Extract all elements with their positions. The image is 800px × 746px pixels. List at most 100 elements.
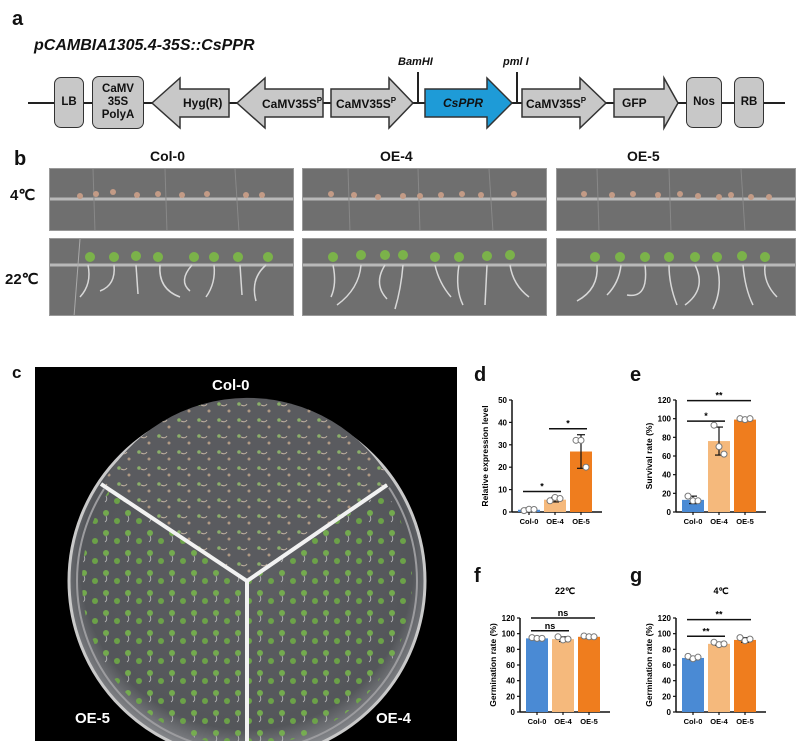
segment-nos: Nos	[686, 77, 722, 128]
promoter-arrow-right	[330, 76, 415, 130]
col-header-col0: Col-0	[150, 148, 185, 164]
data-point	[736, 634, 744, 642]
panel-letter-c: c	[12, 363, 22, 382]
row-label-22c: 22℃	[5, 271, 39, 288]
panel-letter-a: a	[12, 8, 24, 30]
significance-label: **	[715, 391, 723, 401]
y-axis-label: Survival rate (%)	[644, 423, 654, 490]
x-tick-label: Col-0	[520, 517, 539, 526]
data-point	[577, 436, 585, 444]
y-tick-label: 100	[658, 415, 672, 424]
x-tick-label: Col-0	[684, 517, 703, 526]
y-tick-label: 50	[498, 396, 507, 405]
panel-letter-e: e	[630, 364, 642, 386]
significance-label: *	[540, 481, 544, 491]
y-tick-label: 120	[658, 396, 672, 405]
data-point	[746, 635, 754, 643]
gfp-label: GFP	[622, 96, 647, 110]
x-tick-label: OE-4	[710, 517, 728, 526]
y-axis-label: Germination rate (%)	[644, 623, 654, 707]
panel-letter-d: d	[474, 364, 487, 386]
csppr-arrow	[424, 76, 514, 130]
promoter-right-label: CaMV35SP	[336, 96, 397, 111]
y-tick-label: 100	[658, 630, 672, 639]
data-point	[530, 506, 538, 514]
data-point	[684, 492, 692, 500]
bar-col-0	[526, 638, 548, 712]
y-tick-label: 120	[658, 614, 672, 623]
y-tick-label: 60	[662, 661, 671, 670]
photo-col0-22c	[49, 238, 294, 316]
x-tick-label: OE-4	[554, 717, 572, 726]
y-tick-label: 0	[667, 708, 672, 717]
y-tick-label: 80	[662, 645, 671, 654]
y-tick-label: 100	[502, 630, 516, 639]
significance-label: **	[715, 610, 723, 620]
bamhi-label: BamHI	[398, 56, 433, 68]
x-tick-label: OE-5	[736, 517, 754, 526]
significance-label: ns	[558, 608, 569, 618]
y-tick-label: 80	[506, 645, 515, 654]
promoter-arrow-right-2	[521, 76, 608, 130]
y-axis-label: Germination rate (%)	[488, 623, 498, 707]
significance-label: **	[702, 626, 710, 636]
col-header-oe4: OE-4	[380, 148, 413, 164]
panel-letter-b: b	[14, 148, 27, 170]
photo-oe5-4c	[556, 168, 796, 231]
petri-dish-photo	[35, 367, 457, 746]
significance-label: *	[704, 411, 708, 421]
chart-germination-4c: 4℃ 0 20 40 60 80 100 120 Germination rate (%) Col…	[644, 586, 766, 726]
y-tick-label: 80	[662, 433, 671, 442]
row-label-4c: 4℃	[10, 187, 36, 204]
chart-survival-rate: 0 20 40 60 80 100 120 Survival rate (%) Col-0 OE-…	[644, 391, 766, 526]
data-point	[590, 633, 598, 641]
x-tick-label: OE-4	[710, 717, 728, 726]
hyg-arrow	[150, 76, 230, 130]
y-tick-label: 0	[667, 508, 672, 517]
dish-label-col0: Col-0	[212, 377, 250, 394]
significance-label: ns	[545, 621, 556, 631]
data-point	[710, 421, 718, 429]
segment-lb: LB	[54, 77, 84, 128]
chart-relative-expression: 0 10 20 30 40 50 Relative expression level Col-…	[480, 396, 602, 526]
panel-letter-f: f	[474, 565, 481, 587]
chart-title: 22℃	[555, 586, 575, 596]
segment-polya-label: CaMV 35S PolyA	[101, 83, 135, 121]
data-point	[546, 497, 554, 505]
data-point	[720, 450, 728, 458]
photo-col0-4c	[49, 168, 294, 231]
panel-letter-g: g	[630, 565, 643, 587]
y-tick-label: 40	[662, 471, 671, 480]
bar-oe-5	[734, 639, 756, 712]
data-point	[538, 634, 546, 642]
x-tick-label: OE-5	[580, 717, 598, 726]
promoter-right-2-label: CaMV35SP	[526, 96, 587, 111]
data-point	[720, 640, 728, 648]
chart-germination-22c: 22℃ 0 20 40 60 80 100 120 Germination rate (%) Co…	[488, 586, 610, 726]
dish-label-oe5: OE-5	[75, 710, 111, 727]
bar-oe-5	[734, 419, 756, 512]
plasmid-map	[28, 72, 785, 131]
promoter-arrow-left	[235, 76, 324, 130]
y-tick-label: 0	[503, 508, 508, 517]
y-tick-label: 30	[498, 441, 507, 450]
data-point	[694, 653, 702, 661]
y-tick-label: 40	[506, 677, 515, 686]
data-point	[694, 497, 702, 505]
y-tick-label: 120	[502, 614, 516, 623]
data-point	[746, 415, 754, 423]
y-tick-label: 20	[498, 463, 507, 472]
data-point	[554, 633, 562, 641]
bar-oe-4	[708, 441, 730, 512]
x-tick-label: Col-0	[684, 717, 703, 726]
csppr-label: CsPPR	[443, 96, 484, 110]
y-tick-label: 40	[498, 418, 507, 427]
y-tick-label: 10	[498, 486, 507, 495]
pmli-label: pml I	[503, 56, 529, 68]
plasmid-title: pCAMBIA1305.4-35S::CsPPR	[34, 37, 255, 54]
gfp-arrow	[613, 75, 679, 131]
hyg-label: Hyg(R)	[183, 96, 223, 110]
dish-label-oe4: OE-4	[376, 710, 412, 727]
promoter-left-label: CaMV35SP	[262, 96, 323, 111]
x-tick-label: Col-0	[528, 717, 547, 726]
